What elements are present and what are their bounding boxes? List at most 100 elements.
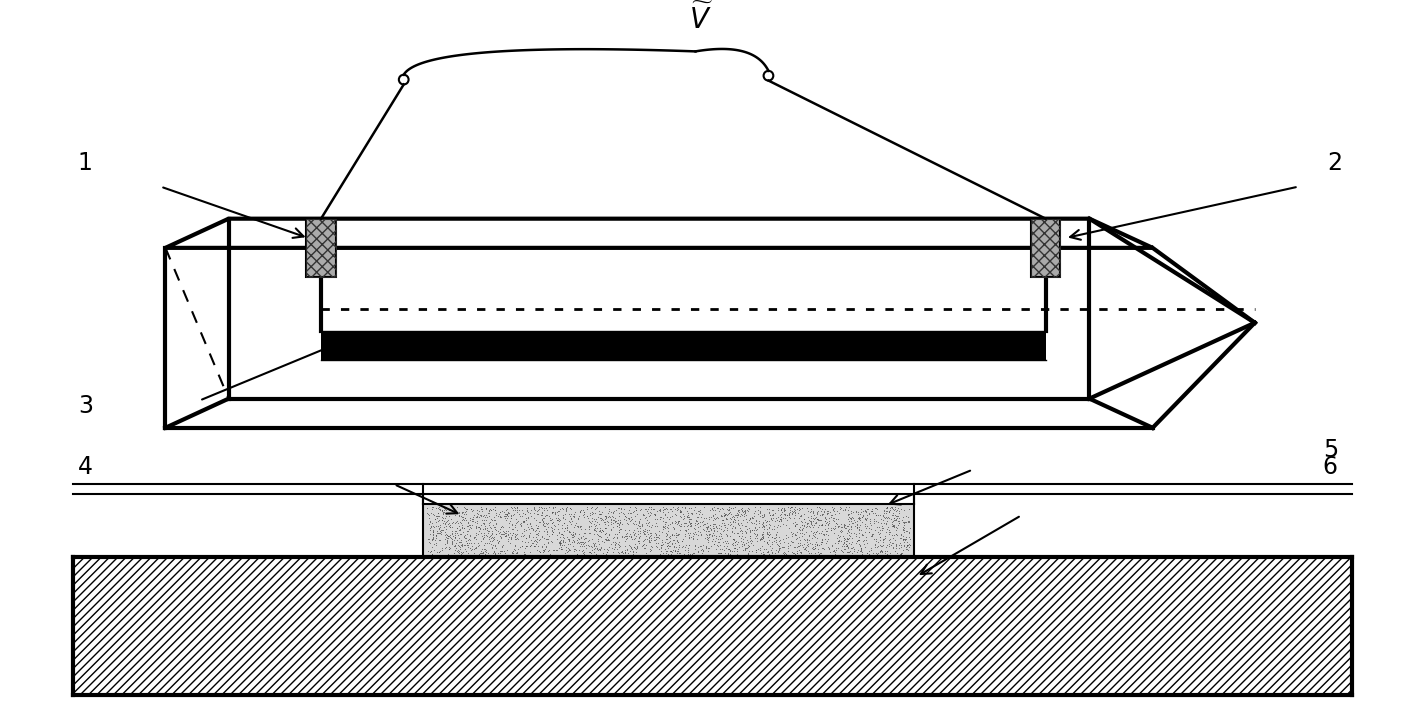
Point [761,539,783,550]
Point [594,519,616,530]
Point [616,547,639,558]
Point [430,527,452,538]
Point [477,525,499,537]
Point [437,535,459,546]
Point [766,521,789,532]
Point [766,527,789,538]
Point [454,506,477,517]
Point [427,520,450,532]
Point [866,522,889,533]
Point [661,529,684,541]
Point [849,508,872,520]
Point [661,534,684,546]
Point [819,525,842,536]
Point [843,520,866,532]
Point [675,525,698,536]
Point [621,517,644,529]
Point [883,521,906,532]
Point [719,548,742,560]
Point [592,547,615,558]
Point [832,520,855,531]
Point [818,517,841,529]
Point [532,520,555,531]
Point [568,534,591,545]
Point [624,532,646,544]
Point [421,534,444,545]
Point [517,512,539,523]
Point [574,537,596,548]
Point [821,509,843,520]
Point [695,523,718,534]
Point [771,512,793,523]
Point [421,548,444,560]
Point [589,508,612,519]
Point [481,535,504,546]
Point [845,505,868,517]
Point [651,522,674,533]
Point [462,511,485,522]
Point [896,511,919,522]
Point [421,531,444,542]
Point [666,515,689,527]
Point [601,546,624,557]
Point [452,512,475,523]
Point [662,501,685,513]
Point [548,515,571,527]
Point [451,519,474,530]
Point [791,531,813,542]
Point [715,540,738,551]
Point [485,534,508,546]
Point [878,529,900,540]
Point [805,506,828,517]
Point [756,532,779,543]
Point [562,522,585,533]
Point [788,524,811,535]
Point [815,537,838,548]
Point [793,543,816,554]
Polygon shape [166,219,1153,248]
Point [709,548,732,559]
Point [548,537,571,548]
Point [435,542,458,553]
Point [698,529,721,541]
Point [435,537,458,548]
Point [752,522,775,533]
Point [561,529,584,541]
Point [694,518,716,529]
Point [671,535,694,546]
Point [479,533,502,544]
Point [755,520,778,531]
Point [461,541,484,552]
Point [883,534,906,546]
Point [718,520,741,531]
Point [438,530,461,541]
Point [686,522,709,533]
Point [842,541,865,553]
Point [836,533,859,544]
Point [507,543,529,554]
Point [596,544,619,556]
Point [821,501,843,513]
Point [422,509,445,520]
Point [708,544,731,555]
Point [638,532,661,543]
Point [860,529,883,541]
Point [578,524,601,535]
Point [505,532,528,544]
Point [769,542,792,553]
Point [702,529,725,541]
Point [731,545,753,556]
Point [755,527,778,539]
Point [812,528,835,539]
Point [477,507,499,518]
Point [829,503,852,515]
Point [424,534,447,546]
Point [659,545,682,556]
Point [452,522,475,534]
Point [501,548,524,559]
Point [532,546,555,558]
Point [811,537,833,548]
Point [879,527,902,538]
Point [424,529,447,541]
Point [741,546,763,557]
